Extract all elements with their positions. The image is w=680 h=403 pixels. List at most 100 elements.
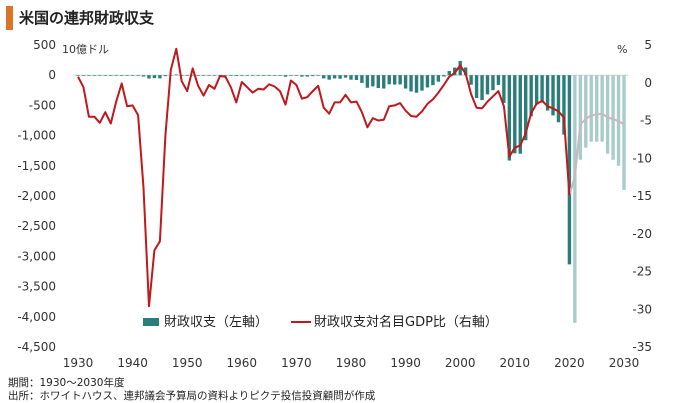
balance-bar xyxy=(551,75,555,116)
left-tick-label: -1,500 xyxy=(17,159,56,173)
x-tick-label: 2000 xyxy=(445,356,476,370)
balance-bar xyxy=(491,75,495,91)
balance-bar xyxy=(392,75,397,85)
balance-bar xyxy=(174,74,178,76)
balance-bar xyxy=(463,67,468,76)
balance-bar xyxy=(109,75,113,76)
balance-bar xyxy=(365,75,370,88)
balance-bar xyxy=(125,75,129,76)
legend-label-ratio: 財政収支対名目GDP比（右軸） xyxy=(314,314,498,330)
balance-bar xyxy=(573,75,577,323)
balance-bar xyxy=(245,75,249,76)
balance-bar xyxy=(622,75,626,190)
balance-bar xyxy=(305,75,310,77)
balance-bar xyxy=(387,75,391,85)
ratio-line-actual xyxy=(77,47,571,308)
balance-bar xyxy=(611,75,615,160)
balance-bar xyxy=(349,75,353,80)
balance-bar xyxy=(338,75,342,79)
balance-bar xyxy=(589,75,593,142)
balance-bar xyxy=(474,75,479,99)
legend-swatch-balance xyxy=(143,318,159,326)
balance-bar xyxy=(267,75,271,76)
footnote-period: 期間：1930～2030年度 xyxy=(8,377,125,389)
balance-bar xyxy=(545,75,550,111)
balance-bar xyxy=(201,75,206,76)
left-axis-unit: 10億ドル xyxy=(62,43,109,56)
left-tick-label: -2,500 xyxy=(17,219,56,233)
balance-bar xyxy=(420,75,424,91)
balance-bar xyxy=(398,75,402,85)
balance-bar xyxy=(240,75,244,76)
balance-bar xyxy=(322,75,326,79)
balance-bar xyxy=(163,75,168,77)
deficit-chart: 10億ドル % 500 0 -500 -1,000 -1,500 -2,000 -2,500… xyxy=(17,38,652,370)
balance-bar xyxy=(261,75,266,76)
balance-bar xyxy=(403,75,408,89)
right-tick-label: -5 xyxy=(640,114,652,128)
balance-bar xyxy=(332,75,337,79)
balance-bars xyxy=(76,60,626,323)
balance-bar xyxy=(294,75,299,76)
balance-bar xyxy=(371,75,375,87)
left-tick-label: 500 xyxy=(33,38,56,52)
left-tick-label: -1,000 xyxy=(17,129,56,143)
balance-bar xyxy=(152,75,157,79)
balance-bar xyxy=(442,75,446,77)
balance-bar xyxy=(529,75,533,117)
ratio-line-forecast xyxy=(568,112,625,196)
balance-bar xyxy=(119,75,124,76)
balance-bar xyxy=(207,75,211,76)
balance-bar xyxy=(431,75,435,86)
balance-bar xyxy=(311,75,315,77)
right-tick-label: 0 xyxy=(644,76,652,90)
balance-bar xyxy=(92,75,97,76)
balance-bar xyxy=(136,75,140,76)
title-accent-bar xyxy=(6,6,13,30)
x-tick-label: 1990 xyxy=(390,356,421,370)
balance-bar xyxy=(185,75,189,76)
right-axis-unit: % xyxy=(617,43,627,56)
balance-bar xyxy=(283,75,288,77)
balance-bar xyxy=(458,60,462,76)
left-tick-label: -3,000 xyxy=(17,249,56,263)
balance-bar xyxy=(251,75,255,76)
left-tick-label: -4,000 xyxy=(17,310,56,324)
balance-bar xyxy=(382,75,386,89)
balance-bar xyxy=(300,75,304,77)
x-tick-label: 1970 xyxy=(281,356,312,370)
ratio-line xyxy=(77,47,625,308)
balance-bar xyxy=(496,75,501,85)
legend-label-balance: 財政収支（左軸） xyxy=(164,315,268,330)
balance-bar xyxy=(343,75,348,78)
left-tick-label: 0 xyxy=(48,68,56,82)
right-tick-label: -20 xyxy=(632,227,652,241)
balance-bar xyxy=(76,75,80,76)
balance-bar xyxy=(513,75,517,154)
balance-bar xyxy=(578,75,583,160)
x-tick-label: 1930 xyxy=(63,356,94,370)
right-tick-label: -35 xyxy=(632,340,652,354)
balance-bar xyxy=(223,75,228,76)
balance-bar xyxy=(158,75,162,79)
balance-bar xyxy=(354,75,359,80)
right-tick-label: -10 xyxy=(632,151,652,165)
left-tick-label: -2,000 xyxy=(17,189,56,203)
right-tick-label: -15 xyxy=(632,189,652,203)
balance-bar xyxy=(229,75,233,76)
balance-bar xyxy=(502,75,506,103)
balance-bar xyxy=(190,74,195,76)
balance-bar xyxy=(524,75,528,141)
chart-title: 米国の連邦財政収支 xyxy=(19,9,155,27)
balance-bar xyxy=(480,75,484,101)
balance-bar xyxy=(376,75,380,89)
balance-bar xyxy=(272,75,277,76)
balance-bar xyxy=(196,75,200,76)
right-tick-label: -25 xyxy=(632,265,652,279)
balance-bar xyxy=(316,75,320,76)
balance-bar xyxy=(556,75,561,123)
balance-bar xyxy=(605,75,610,154)
balance-bar xyxy=(87,75,91,76)
balance-bar xyxy=(469,75,473,85)
right-tick-label: -30 xyxy=(632,302,652,316)
